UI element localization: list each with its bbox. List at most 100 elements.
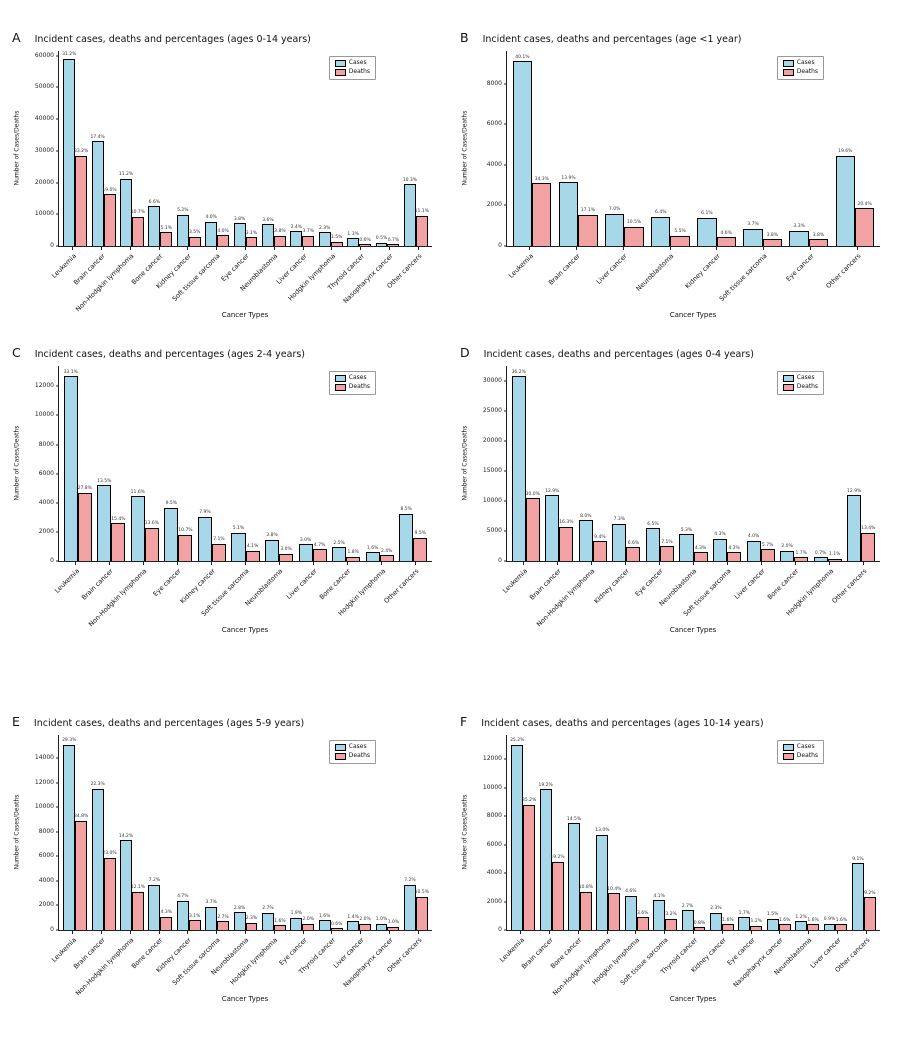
bar-deaths: 3.5% [188,230,201,246]
x-tick: Thyroid cancer [297,931,346,995]
bar-group: 3.8% 3.0% [262,366,296,561]
x-tick: Other cancers [385,247,432,311]
x-tick-label: Liver cancer [594,252,629,286]
x-tick: Soft tissue sarcoma [619,931,679,995]
percentage-label: 5.1% [232,526,245,532]
bar-group: 1.4% 2.0% [345,735,373,930]
bar-group: 3.7% 2.7% [203,735,231,930]
percentage-label: 13.4% [861,526,876,532]
bar-group: 3.3% 3.8% [786,51,832,246]
percentage-label: 2.7% [217,914,229,920]
percentage-label: 2.0% [302,917,314,923]
x-axis-label: Cancer Types [221,995,269,1003]
percentage-label: 6.6% [148,199,161,205]
percentage-label: 19.2% [550,855,565,861]
legend-deaths-label: Deaths [348,752,371,760]
y-tick-mark [56,414,59,416]
percentage-label: 5.1% [160,225,173,231]
bar-cases: 22.3% [90,783,105,930]
percentage-label: 7.2% [404,878,416,884]
bar-deaths: 3.8% [808,233,829,246]
bar-deaths: 4.7% [312,543,327,561]
percentage-label: 4.7% [313,542,326,548]
x-tick: Nasopharynx cancer [341,247,403,311]
x-tick: Kidney cancer [155,247,202,311]
bar-group: 2.8% 2.3% [231,735,259,930]
bar-cases: 14.5% [567,817,581,930]
bar-cases: 33.1% [64,370,78,561]
bar-cases: 12.9% [847,489,861,561]
bar-cases: 7.2% [403,879,416,930]
bar-cases: 4.6% [624,890,637,930]
y-tick-mark [56,86,59,88]
percentage-label: 10.4% [607,886,622,892]
y-tick-label: 30000 [34,146,54,154]
y-tick-mark [504,470,507,472]
bar-group: 4.6% 3.6% [623,735,651,930]
bar-cases: 12.9% [545,489,559,561]
y-tick-label: 4000 [486,160,502,168]
bar-deaths: 1.1% [827,553,842,561]
percentage-label: 2.8% [233,905,246,911]
bar-deaths: 5.1% [160,226,173,246]
bar-deaths: 3.1% [188,914,201,930]
bar-deaths: 7.1% [211,538,227,561]
y-tick-mark [56,213,59,215]
legend-cases: Cases [782,744,818,751]
bar-cases: 4.0% [746,535,761,561]
panel-letter: D [460,345,470,360]
x-tick: Kidney cancer [684,247,740,311]
bar-deaths: 1.6% [778,918,791,930]
percentage-label: 2.7% [681,903,694,909]
figure-grid: A Incident cases, deaths and percentages… [10,30,880,1003]
percentage-label: 2.3% [710,906,722,912]
bar-deaths: 5.5% [670,230,690,246]
bar-group: 36.2% 30.0% [509,366,543,561]
percentage-label: 23.0% [102,851,117,857]
bar-group: 6.1% 4.6% [694,51,740,246]
bar-group: 14.5% 10.8% [566,735,594,930]
bar-deaths: 3.1% [245,231,258,246]
percentage-label: 5.5% [674,229,686,235]
percentage-label: 13.6% [144,521,160,527]
bar-cases: 17.4% [90,135,105,246]
y-tick-label: 40000 [34,115,54,123]
legend: Cases Deaths [776,740,825,764]
percentage-label: 3.6% [636,910,649,916]
bar-groups: 33.1% 27.8% 13.5% 15.4% 11.6% 13.6% 9.5% 10.7% 7… [59,366,432,561]
y-tick-label: 25000 [482,407,502,414]
percentage-label: 3.8% [266,533,278,539]
bar-group: 4.0% 5.7% [744,366,778,561]
x-axis-label: Cancer Types [669,626,717,634]
percentage-label: 4.6% [625,889,637,895]
chart-header: C Incident cases, deaths and percentages… [12,345,444,360]
bar-cases: 2.8% [233,906,246,930]
bar-cases: 6.4% [651,211,671,246]
bar-cases: 11.2% [119,173,133,246]
percentage-label: 8.0% [580,513,592,519]
bar-group: 4.7% 3.1% [175,735,203,930]
x-tick: Brain cancer [80,562,126,626]
percentage-label: 15.4% [111,516,126,522]
x-axis-label: Cancer Types [669,311,717,319]
percentage-label: 4.0% [747,534,760,540]
y-tick-mark [504,844,507,846]
legend: Cases Deaths [776,371,825,395]
percentage-label: 1.6% [778,917,791,923]
bar-group: 1.5% 1.6% [765,735,793,930]
y-tick-mark [504,164,507,166]
chart-panel-c: C Incident cases, deaths and percentages… [10,345,444,634]
bar-cases: 7.3% [612,518,627,561]
bar-cases: 4.1% [653,894,666,930]
x-tick-label: Leukemia [507,252,536,280]
percentage-label: 4.1% [653,893,665,899]
bar-deaths: 2.4% [379,549,394,561]
legend-deaths: Deaths [782,69,818,76]
legend-deaths: Deaths [334,752,371,760]
legend-deaths-swatch [782,753,794,760]
legend: Cases Deaths [328,740,377,764]
y-tick-label: 4000 [486,869,502,877]
y-tick-mark [56,150,59,152]
bar-group: 14.2% 12.1% [118,735,146,930]
legend-cases-label: Cases [796,374,815,382]
